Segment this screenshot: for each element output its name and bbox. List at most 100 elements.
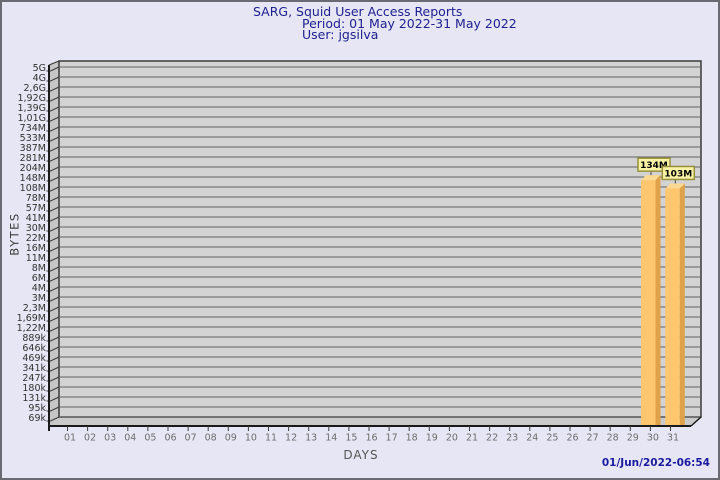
y-tick-label: 469k	[22, 353, 46, 364]
wall-top-edge	[48, 60, 60, 66]
y-tick-label: 180k	[22, 383, 46, 394]
y-tick-mark	[46, 366, 60, 372]
x-tick-label: 19	[426, 433, 438, 444]
y-tick-label: 387M	[20, 143, 46, 154]
y-tick-label: 889k	[22, 333, 46, 344]
x-tick-label: 22	[486, 433, 498, 444]
y-tick-mark	[46, 386, 60, 392]
y-tick-mark	[46, 226, 60, 232]
y-tick-mark	[46, 126, 60, 132]
y-tick-label: 1,92G	[17, 93, 46, 104]
bar-day-30	[641, 175, 661, 426]
y-tick-label: 57M	[26, 203, 46, 214]
x-tick-label: 29	[627, 433, 639, 444]
generation-timestamp: 01/Jun/2022-06:54	[601, 457, 710, 469]
x-tick-label: 11	[265, 433, 277, 444]
value-label-text: 103M	[664, 169, 692, 179]
x-tick-label: 31	[667, 433, 679, 444]
x-tick-label: 12	[285, 433, 297, 444]
y-tick-mark	[46, 336, 60, 342]
x-tick-label: 26	[566, 433, 578, 444]
y-tick-label: 247k	[22, 373, 46, 384]
y-axis-ticks: 5G4G2,6G1,92G1,39G1,01G734M533M387M281M2…	[17, 63, 60, 424]
y-tick-label: 533M	[20, 133, 46, 144]
y-tick-mark	[46, 346, 60, 352]
x-axis-title: DAYS	[343, 448, 379, 462]
plot-area	[58, 60, 702, 418]
x-tick-label: 23	[506, 433, 518, 444]
y-tick-mark	[46, 316, 60, 322]
y-tick-mark	[46, 396, 60, 402]
bar-top-face	[665, 183, 685, 189]
y-tick-mark	[46, 86, 60, 92]
y-tick-mark	[46, 246, 60, 252]
y-tick-mark	[46, 306, 60, 312]
x-tick-label: 06	[164, 433, 176, 444]
y-tick-label: 2,3M	[23, 303, 46, 314]
y-tick-label: 148M	[20, 173, 46, 184]
y-tick-label: 281M	[20, 153, 46, 164]
x-tick-label: 30	[647, 433, 659, 444]
x-tick-label: 16	[365, 433, 377, 444]
y-tick-label: 734M	[20, 123, 46, 134]
y-tick-mark	[46, 116, 60, 122]
x-tick-label: 09	[225, 433, 237, 444]
x-tick-label: 07	[185, 433, 197, 444]
y-tick-mark	[46, 276, 60, 282]
value-label-box	[661, 165, 696, 181]
x-tick-label: 15	[345, 433, 357, 444]
gridlines	[59, 66, 701, 418]
y-tick-label: 646k	[22, 343, 46, 354]
y-tick-mark	[46, 156, 60, 162]
y-tick-label: 108M	[20, 183, 46, 194]
y-tick-mark	[46, 406, 60, 412]
y-tick-label: 204M	[20, 163, 46, 174]
y-tick-mark	[46, 216, 60, 222]
y-tick-label: 11M	[26, 253, 46, 264]
y-tick-mark	[46, 76, 60, 82]
axis-floor	[49, 417, 701, 426]
chart-title: SARG, Squid User Access Reports	[253, 4, 463, 19]
floor-right-edge	[690, 416, 702, 427]
y-tick-label: 4M	[32, 283, 46, 294]
x-tick-label: 08	[205, 433, 217, 444]
y-tick-label: 2,6G	[24, 83, 46, 94]
y-tick-mark	[46, 136, 60, 142]
bar-front-face	[665, 188, 680, 426]
bar-front-face	[641, 180, 656, 426]
y-tick-label: 41M	[26, 213, 46, 224]
y-tick-label: 1,39G	[17, 103, 46, 114]
bar-day-31	[665, 183, 685, 426]
bar-top-face	[641, 175, 661, 181]
x-tick-label: 21	[466, 433, 478, 444]
x-tick-label: 24	[526, 433, 538, 444]
x-tick-label: 01	[64, 433, 76, 444]
y-tick-label: 1,01G	[17, 113, 46, 124]
y-tick-label: 30M	[26, 223, 46, 234]
x-tick-label: 20	[446, 433, 458, 444]
x-tick-label: 13	[305, 433, 317, 444]
y-tick-label: 3M	[32, 293, 46, 304]
y-tick-mark	[46, 106, 60, 112]
y-tick-label: 5G	[33, 63, 46, 74]
y-tick-mark	[46, 296, 60, 302]
x-tick-label: 02	[84, 433, 96, 444]
x-tick-label: 10	[245, 433, 257, 444]
y-tick-label: 95k	[28, 403, 46, 414]
x-tick-label: 27	[587, 433, 599, 444]
x-tick-label: 03	[104, 433, 116, 444]
y-tick-mark	[46, 326, 60, 332]
y-tick-mark	[46, 196, 60, 202]
y-tick-label: 341k	[22, 363, 46, 374]
bar-side-face	[679, 183, 685, 426]
y-tick-mark	[46, 416, 60, 422]
y-tick-mark	[46, 266, 60, 272]
axis-left-wall	[49, 61, 59, 426]
y-tick-label: 78M	[26, 193, 46, 204]
y-tick-label: 8M	[32, 263, 46, 274]
x-axis-ticks: 01 02 03 04 05 06 07 08 09 10 11 12 13 14 15 16 17 18 19 20…	[64, 426, 679, 444]
bar-side-face	[655, 175, 661, 426]
y-tick-mark	[46, 376, 60, 382]
